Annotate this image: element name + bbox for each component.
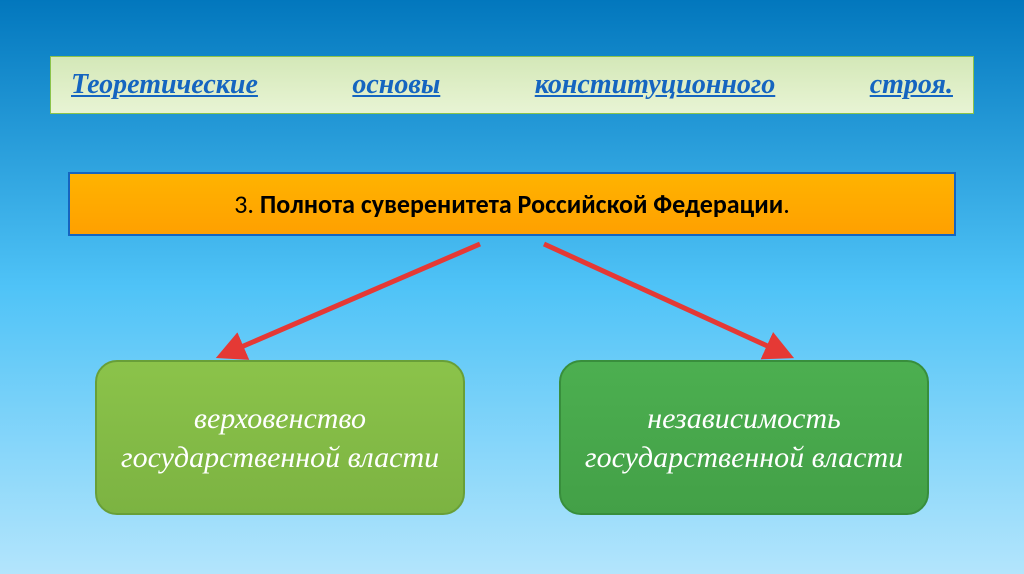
main-prefix: 3. bbox=[234, 188, 260, 220]
title-word-3: конституционного bbox=[535, 69, 776, 101]
title-word-4: строя. bbox=[870, 69, 953, 101]
left-box-text: верховенство государственной власти bbox=[97, 399, 463, 477]
arrow-right bbox=[544, 244, 785, 354]
right-box-text: независимость государственной власти bbox=[561, 399, 927, 477]
main-suffix: . bbox=[783, 188, 790, 220]
main-box: 3. Полнота суверенитета Российской Федер… bbox=[68, 172, 956, 236]
title-text: Теоретические основы конституционного ст… bbox=[51, 69, 973, 101]
arrows-svg bbox=[0, 236, 1024, 366]
right-box: независимость государственной власти bbox=[559, 360, 929, 515]
left-box: верховенство государственной власти bbox=[95, 360, 465, 515]
main-text: 3. Полнота суверенитета Российской Федер… bbox=[234, 188, 790, 220]
arrow-left bbox=[225, 244, 480, 354]
main-bold: Полнота суверенитета Российской Федераци… bbox=[260, 188, 783, 220]
title-word-1: Теоретические bbox=[71, 69, 258, 101]
title-word-2: основы bbox=[352, 69, 440, 101]
title-box: Теоретические основы конституционного ст… bbox=[50, 56, 974, 114]
